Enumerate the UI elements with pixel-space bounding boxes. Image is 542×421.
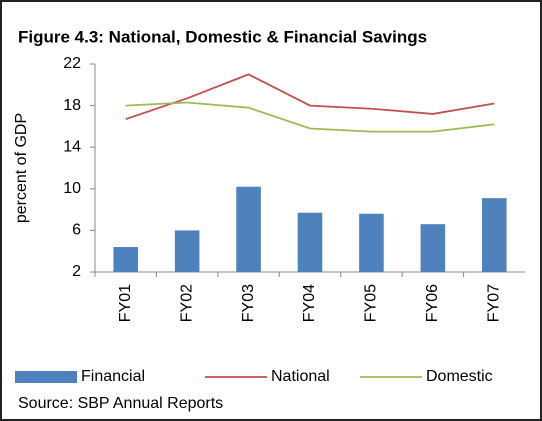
y-tick-label: 10 [63,180,81,197]
y-tick-label: 22 [63,55,81,72]
bar [174,230,200,272]
x-tick-label: FY02 [178,284,195,322]
y-tick-label: 6 [72,222,81,239]
line [125,73,495,120]
chart-title: Figure 4.3: National, Domestic & Financi… [18,27,427,46]
legend-swatch [15,371,77,383]
legend-label: Domestic [426,368,493,385]
x-tick-label: FY03 [240,284,257,322]
bar [236,186,261,272]
legend-label: National [271,368,330,385]
bar [113,247,138,272]
legend-label: Financial [81,368,145,385]
y-axis-label: percent of GDP [13,113,30,223]
source-note: Source: SBP Annual Reports [18,395,223,412]
x-tick-label: FY06 [424,284,441,322]
x-tick-label: FY01 [117,284,134,322]
bar [482,198,507,272]
bar [297,212,323,272]
bar [420,224,446,272]
y-tick-label: 18 [63,97,81,114]
x-tick-label: FY07 [486,284,503,322]
x-tick-label: FY05 [363,284,380,322]
y-tick-label: 2 [72,263,81,280]
bar [359,213,384,272]
y-tick-label: 14 [63,138,81,155]
x-tick-label: FY04 [301,284,318,322]
line [125,101,495,133]
